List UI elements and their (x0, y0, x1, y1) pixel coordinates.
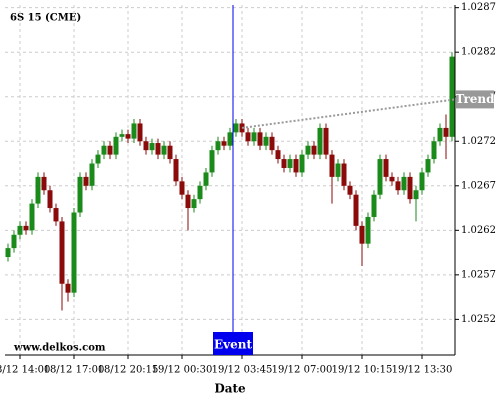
candle-body (341, 163, 347, 186)
y-tick-label: 1.0262 (461, 225, 496, 236)
candle-body (107, 145, 113, 155)
candle-body (269, 136, 275, 151)
candle-body (197, 185, 203, 200)
candle-body (191, 199, 197, 209)
x-tick-label: 19/12 00:30 (152, 365, 213, 376)
x-tick-label: 19/12 10:15 (332, 365, 393, 376)
chart-title: 6S 15 (CME) (10, 13, 81, 24)
candle-body (125, 134, 131, 139)
candle-body (221, 141, 227, 146)
candle-body (167, 145, 173, 160)
candle-body (281, 159, 287, 168)
candle-body (365, 216, 371, 244)
candle-body (323, 127, 329, 155)
x-tick-label: 19/12 03:45 (212, 365, 273, 376)
event-label-box (213, 332, 253, 355)
candle-body (161, 145, 167, 155)
x-tick-label: 19/12 13:30 (392, 365, 453, 376)
candle-body (299, 154, 305, 173)
candle-body (113, 136, 119, 155)
candle-body (317, 127, 323, 155)
candle-body (23, 225, 29, 231)
candle-body (53, 208, 59, 222)
y-tick-label: 1.0287 (461, 2, 496, 13)
candle-body (47, 190, 53, 209)
candle-body (65, 283, 71, 293)
y-tick-label: 1.0252 (461, 314, 496, 325)
candle-body (371, 194, 377, 217)
candle-body (71, 212, 77, 293)
candle-body (383, 159, 389, 177)
candle-body (245, 132, 251, 142)
plot-area (5, 5, 455, 355)
candle-body (437, 127, 443, 142)
candle-body (227, 132, 233, 146)
trend-label: Trend (455, 92, 495, 106)
y-tick-label: 1.0282 (461, 47, 496, 58)
candle-body (35, 176, 41, 204)
candle-body (335, 163, 341, 177)
candle-body (185, 194, 191, 209)
candle-body (179, 181, 185, 195)
candle-body (449, 56, 455, 137)
candle-body (77, 176, 83, 213)
candle-body (173, 159, 179, 182)
candle-body (95, 154, 101, 164)
x-tick-label: 18/12 17:00 (44, 365, 105, 376)
trend-label-box (456, 90, 494, 109)
y-tick-label: 1.0267 (461, 180, 496, 191)
candle-body (59, 221, 65, 284)
candle-body (401, 176, 407, 191)
x-axis-label: Date (214, 382, 246, 396)
candle-body (209, 150, 215, 173)
candle-body (329, 154, 335, 177)
candle-body (233, 123, 239, 133)
y-tick-label: 1.0272 (461, 136, 496, 147)
candle-body (257, 132, 263, 146)
candle-body (275, 150, 281, 160)
candle-body (29, 203, 35, 231)
candle-body (83, 176, 89, 186)
candle-body (377, 159, 383, 195)
candle-body (251, 132, 257, 142)
candle-body (347, 185, 353, 195)
candle-body (203, 172, 209, 186)
watermark: www.delkos.com (13, 343, 106, 354)
candle-body (431, 141, 437, 160)
event-label: Event (214, 338, 252, 352)
x-tick-label: 18/12 14:00 (0, 365, 50, 376)
y-tick-label: 1.0257 (461, 269, 496, 280)
candle-body (101, 145, 107, 155)
candle-body (359, 225, 365, 244)
candle-body (263, 136, 269, 146)
candle-body (5, 248, 11, 258)
candle-body (293, 159, 299, 173)
candle-body (155, 143, 161, 155)
candle-body (17, 225, 23, 235)
candle-body (395, 181, 401, 191)
candle-body (11, 234, 17, 249)
candle-body (89, 163, 95, 186)
candle-body (311, 145, 317, 155)
candle-body (443, 127, 449, 137)
candle-body (137, 123, 143, 142)
candle-body (215, 141, 221, 151)
candle-body (149, 143, 155, 151)
candle-body (305, 145, 311, 155)
candle-body (287, 159, 293, 168)
candle-body (419, 172, 425, 191)
x-tick-label: 19/12 07:00 (272, 365, 333, 376)
candle-body (413, 190, 419, 200)
candle-body (119, 134, 125, 137)
x-tick-label: 18/12 20:15 (98, 365, 159, 376)
candle-body (407, 176, 413, 200)
candle-body (41, 176, 47, 191)
candle-body (131, 123, 137, 139)
candle-body (389, 176, 395, 182)
candle-body (353, 194, 359, 226)
candle-body (143, 141, 149, 151)
candle-body (425, 159, 431, 173)
